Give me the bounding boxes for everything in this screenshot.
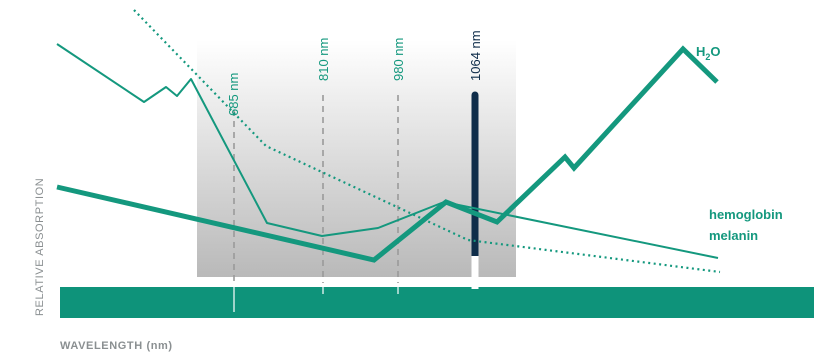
- marker-stub-1064: [471, 256, 479, 289]
- series-line-h2o: [56, 45, 719, 263]
- y-axis-label: RELATIVE ABSORPTION: [34, 178, 46, 316]
- series-label-h2o: H2O: [696, 44, 721, 62]
- x-axis-label: WAVELENGTH (nm): [60, 340, 173, 352]
- wavelength-axis-bar: [60, 287, 814, 318]
- marker-label-1064: 1064 nm: [468, 30, 483, 81]
- series-line-melanin: [133, 9, 721, 274]
- series-label-melanin: melanin: [709, 228, 758, 243]
- marker-label-810: 810 nm: [316, 38, 331, 81]
- series-label-hemoglobin: hemoglobin: [709, 207, 783, 222]
- marker-label-685: 685 nm: [226, 73, 241, 116]
- marker-label-980: 980 nm: [391, 38, 406, 81]
- optical-window-band: [197, 40, 516, 277]
- series-line-hemoglobin: [56, 43, 719, 259]
